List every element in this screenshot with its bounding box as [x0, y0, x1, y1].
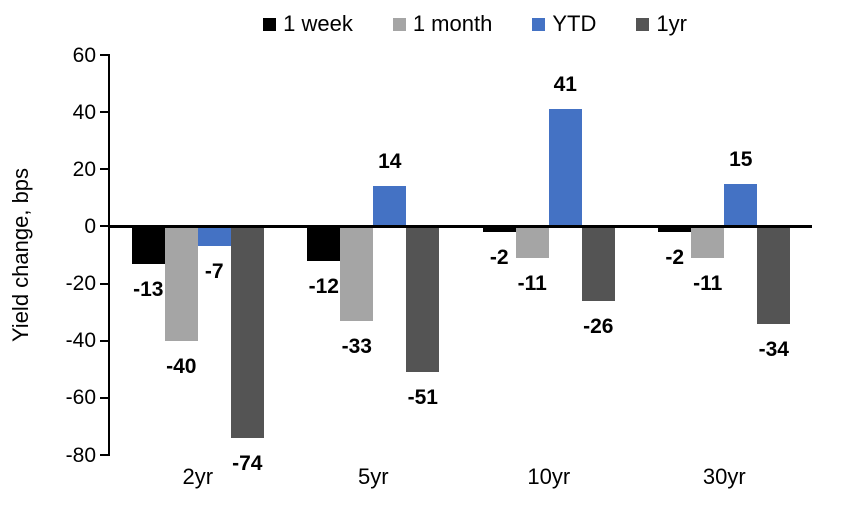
bar-value-label: 14: [378, 150, 402, 174]
legend-swatch-icon: [532, 17, 546, 31]
y-axis-tick-label: -60: [65, 386, 96, 410]
bar-value-label: -7: [204, 260, 224, 284]
x-category-label: 10yr: [527, 464, 571, 489]
bar-value-label: -51: [407, 386, 438, 410]
bar-10yr-1-month: [515, 226, 549, 258]
bar-10yr-1-week: [482, 226, 516, 233]
legend-item-1-week: 1 week: [263, 13, 353, 35]
legend-item-YTD: YTD: [532, 13, 596, 35]
bar-value-label: -11: [517, 271, 547, 295]
bar-value-label: -11: [693, 271, 723, 295]
bar-30yr-1-month: [691, 226, 725, 258]
bar-value-label: -33: [341, 334, 372, 358]
bar-value-label: -2: [665, 246, 685, 270]
bar-2yr-YTD: [197, 226, 231, 247]
y-axis-tick-label: 40: [72, 100, 96, 124]
y-axis-tick: [100, 225, 108, 228]
bar-30yr-1yr: [757, 226, 791, 324]
y-axis-tick-label: 20: [72, 157, 96, 181]
bar-value-label: -26: [583, 314, 614, 338]
bar-value-label: -2: [489, 246, 509, 270]
y-axis-tick: [100, 168, 108, 171]
bar-2yr-1-week: [131, 226, 165, 264]
x-category-label: 2yr: [182, 464, 214, 489]
bar-value-label: -13: [133, 277, 164, 301]
zero-line: [110, 225, 812, 228]
bar-5yr-1-week: [307, 226, 341, 261]
y-axis-tick-label: -80: [65, 443, 96, 467]
legend-label: 1 month: [412, 11, 493, 36]
legend-swatch-icon: [392, 17, 406, 31]
y-axis-tick: [100, 54, 108, 56]
y-axis-tick: [100, 111, 108, 114]
y-axis-tick: [100, 396, 108, 399]
legend-swatch-icon: [636, 17, 650, 31]
bar-5yr-YTD: [373, 186, 407, 227]
x-category-label: 5yr: [357, 464, 389, 489]
legend-item-1-month: 1 month: [392, 11, 493, 36]
bar-value-label: -34: [758, 337, 789, 361]
y-axis-tick-label: -20: [65, 272, 96, 296]
y-axis-tick: [100, 282, 108, 285]
bar-30yr-YTD: [724, 183, 758, 227]
legend-label: YTD: [552, 11, 597, 36]
y-axis-line: [108, 54, 110, 456]
y-axis-tick-label: 0: [84, 214, 96, 238]
bar-30yr-1-week: [658, 226, 692, 233]
bar-value-label: 41: [553, 73, 577, 97]
bar-value-label: -74: [232, 451, 263, 475]
y-axis-tick: [100, 339, 108, 342]
bar-2yr-1yr: [230, 226, 264, 438]
y-axis-title: Yield change, bps: [8, 167, 33, 343]
legend: 1 week 1 month YTD 1yr: [110, 8, 812, 40]
bar-value-label: 15: [729, 147, 753, 171]
bar-10yr-1yr: [581, 226, 615, 301]
bar-value-label: -12: [308, 274, 339, 298]
bar-value-label: -40: [166, 354, 197, 378]
bar-5yr-1-month: [340, 226, 374, 321]
y-axis-tick-label: 60: [72, 43, 96, 67]
bar-10yr-YTD: [548, 109, 582, 227]
legend-item-1yr: 1yr: [636, 13, 687, 35]
y-axis-tick: [100, 454, 108, 456]
y-axis-tick-label: -40: [65, 329, 96, 353]
legend-swatch-icon: [263, 17, 277, 31]
legend-label: 1 week: [283, 11, 353, 36]
x-category-label: 30yr: [702, 464, 746, 489]
bar-2yr-1-month: [164, 226, 198, 341]
bar-5yr-1yr: [406, 226, 440, 373]
legend-label: 1yr: [656, 11, 687, 36]
